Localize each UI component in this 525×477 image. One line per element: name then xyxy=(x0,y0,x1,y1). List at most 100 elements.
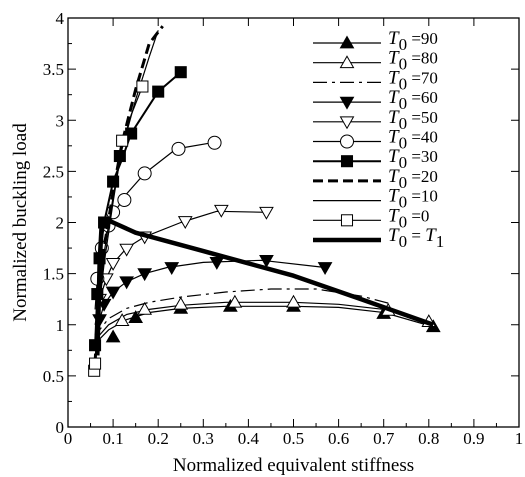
y-tick-label: 2.5 xyxy=(43,162,64,181)
legend-label-part: T xyxy=(388,87,400,108)
legend-label-part: 0 xyxy=(399,193,408,212)
y-tick-label: 0.5 xyxy=(43,367,64,386)
legend-label-part: =20 xyxy=(407,167,438,186)
series-2 xyxy=(94,288,393,341)
legend-label: T0 =10 xyxy=(388,186,438,212)
data-point xyxy=(128,310,144,323)
x-tick-label: 0.9 xyxy=(463,429,484,448)
series-line xyxy=(94,288,393,341)
legend-label-part: =70 xyxy=(407,68,438,87)
data-point xyxy=(177,216,193,229)
legend-label: T0 =40 xyxy=(388,127,438,153)
data-point xyxy=(174,66,187,79)
series-layer xyxy=(88,25,441,377)
data-point xyxy=(173,296,189,310)
legend-label-part: = xyxy=(407,226,425,245)
data-point xyxy=(317,262,333,275)
legend-label-part: T xyxy=(388,48,400,69)
y-axis-title: Normalized buckling load xyxy=(10,123,31,322)
y-tick-label: 1 xyxy=(56,316,65,335)
data-point xyxy=(136,80,149,93)
y-tick-label: 1.5 xyxy=(43,265,64,284)
legend-marker xyxy=(339,55,355,69)
series-10 xyxy=(95,218,435,356)
legend-label-part: =90 xyxy=(407,29,438,48)
legend-label-part: =50 xyxy=(407,108,438,127)
plot-frame xyxy=(67,17,520,428)
y-tick-label: 2 xyxy=(56,214,65,233)
data-point xyxy=(116,134,129,147)
x-tick-label: 0.1 xyxy=(102,429,123,448)
legend-label-part: T xyxy=(425,225,437,246)
legend-label-part: 0 xyxy=(399,94,408,113)
x-tick-label: 0.2 xyxy=(148,429,169,448)
data-point xyxy=(259,206,274,220)
legend-label-part: 0 xyxy=(399,212,408,231)
data-point xyxy=(213,204,229,218)
legend-label-part: 0 xyxy=(399,74,408,93)
legend-label-part: T xyxy=(388,67,400,88)
y-tick-label: 4 xyxy=(56,9,65,28)
data-point xyxy=(171,141,186,156)
legend-label: T0 =30 xyxy=(388,146,438,172)
legend-marker xyxy=(340,214,354,227)
data-point xyxy=(89,357,102,370)
legend-marker xyxy=(340,134,354,149)
series-line xyxy=(95,218,435,356)
legend-label-part: =10 xyxy=(407,187,438,206)
data-point xyxy=(117,193,132,208)
x-tick-label: 1 xyxy=(515,429,524,448)
x-tick-label: 0.6 xyxy=(328,429,349,448)
data-point xyxy=(119,243,134,257)
legend-label: T0 =0 xyxy=(388,205,429,231)
legend-label: T0 =70 xyxy=(388,67,438,93)
y-tick-label: 0 xyxy=(56,418,65,437)
x-tick-label: 0.3 xyxy=(193,429,214,448)
x-tick-label: 0 xyxy=(64,429,73,448)
data-point xyxy=(164,262,180,275)
legend-label-part: T xyxy=(388,107,400,128)
legend-label: T0 =50 xyxy=(388,107,438,133)
legend-label-part: =40 xyxy=(407,128,438,147)
data-point xyxy=(259,254,274,268)
legend-label-part: 0 xyxy=(399,134,408,153)
x-tick-label: 0.8 xyxy=(418,429,439,448)
legend-label-part: 0 xyxy=(399,232,408,251)
x-tick-label: 0.5 xyxy=(283,429,304,448)
legend-marker xyxy=(340,155,354,168)
series-line xyxy=(94,259,326,336)
data-point xyxy=(286,294,301,308)
data-point xyxy=(209,257,225,270)
data-point xyxy=(114,313,130,327)
legend-label: T0 =80 xyxy=(388,48,438,74)
legend-label: T0 =60 xyxy=(388,87,438,113)
legend-label-part: T xyxy=(388,28,400,49)
data-point xyxy=(137,166,152,181)
data-point xyxy=(105,329,121,343)
data-point xyxy=(119,276,134,290)
legend-label-part: T xyxy=(388,205,400,226)
legend-label: T0 =90 xyxy=(388,28,438,54)
x-axis-title: Normalized equivalent stiffness xyxy=(173,455,414,476)
legend-label-part: =60 xyxy=(407,88,438,107)
legend-label-part: T xyxy=(388,146,400,167)
legend-label: T0 =20 xyxy=(388,166,438,192)
data-point xyxy=(105,258,121,271)
x-tick-label: 0.4 xyxy=(238,429,260,448)
y-tick-label: 3 xyxy=(56,111,65,130)
legend-label-part: 0 xyxy=(399,173,408,192)
data-point xyxy=(207,135,222,150)
data-point xyxy=(137,268,153,282)
legend-label-part: 0 xyxy=(399,35,408,54)
data-point xyxy=(137,301,153,315)
legend-label-part: T xyxy=(388,127,400,148)
legend-marker xyxy=(339,35,355,49)
legend-marker xyxy=(339,116,355,130)
series-3 xyxy=(92,254,333,336)
legend-label-part: T xyxy=(388,186,400,207)
legend-label-part: 0 xyxy=(399,55,408,74)
legend-label-part: 0 xyxy=(399,153,408,172)
legend-label-part: =0 xyxy=(407,206,429,225)
